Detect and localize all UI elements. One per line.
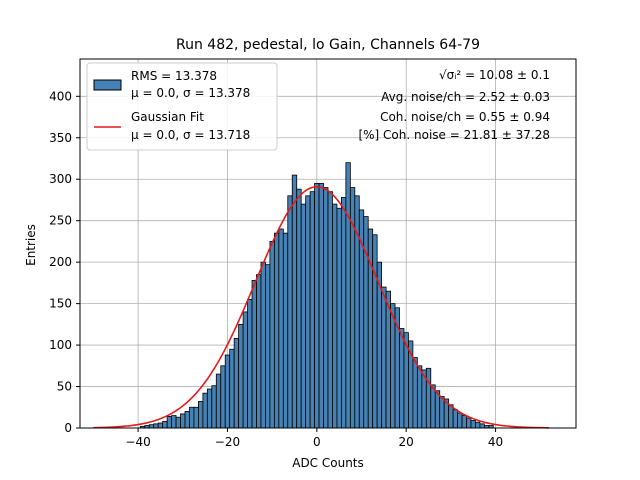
y-tick-label: 300 <box>49 172 72 186</box>
histogram-bar <box>439 396 445 429</box>
histogram-bar <box>372 234 378 429</box>
legend-fit-label: Gaussian Fit <box>131 110 204 124</box>
histogram-bar <box>282 232 289 429</box>
histogram-bar <box>475 421 481 429</box>
plot-frame <box>79 58 577 429</box>
histogram-bar <box>430 384 436 429</box>
x-tick-label: 20 <box>399 435 414 449</box>
histogram-bar <box>309 191 315 429</box>
histogram-bar <box>193 406 199 429</box>
x-tick-label: 40 <box>488 435 503 449</box>
legend-fit-stats: μ = 0.0, σ = 13.718 <box>131 128 250 142</box>
y-tick-label: 400 <box>49 89 72 103</box>
histogram-bar <box>416 365 423 429</box>
histogram-bar <box>171 415 177 429</box>
histogram-bar <box>247 299 253 429</box>
histogram-bar <box>162 420 168 429</box>
histogram-bar <box>385 290 391 429</box>
histogram-bar <box>457 412 463 429</box>
y-tick-label: 50 <box>57 380 72 394</box>
x-axis-ticks: −40 −20 0 20 40 <box>125 428 503 449</box>
histogram-bar <box>412 357 418 429</box>
histogram-bar <box>220 365 226 429</box>
y-tick-label: 150 <box>49 297 72 311</box>
histogram-bar <box>251 279 257 429</box>
noise-annotations: √σᵢ² = 10.08 ± 0.1 Avg. noise/ch = 2.52 … <box>358 68 550 142</box>
histogram-bar <box>345 162 351 429</box>
histogram-bar <box>189 406 195 429</box>
histogram-bar <box>318 182 324 429</box>
histogram-bar <box>273 232 280 429</box>
histogram-bar <box>211 385 217 429</box>
x-tick-label: −20 <box>215 435 240 449</box>
histogram-bar <box>256 274 262 429</box>
x-tick-label: −40 <box>125 435 150 449</box>
histogram-bar <box>296 188 302 429</box>
histogram-bar <box>300 203 307 429</box>
histogram-bar <box>434 390 441 429</box>
histogram-bar <box>184 411 190 429</box>
histogram-bar <box>157 422 164 429</box>
y-axis-label: Entries <box>24 224 38 266</box>
histogram-bar <box>265 264 271 429</box>
histogram-bar <box>269 241 275 429</box>
histogram-bar <box>336 207 342 429</box>
histogram-bar <box>479 423 485 429</box>
histogram-bar <box>399 328 405 429</box>
y-axis-ticks: 0 50 100 150 200 250 300 350 400 <box>49 89 80 435</box>
histogram-bar <box>175 416 181 429</box>
histogram-bars <box>139 162 494 429</box>
annotation-sqrt-sigma: √σᵢ² = 10.08 ± 0.1 <box>439 68 550 82</box>
histogram-bar <box>166 415 173 429</box>
legend-box <box>86 62 278 151</box>
histogram-bar <box>202 392 208 429</box>
histogram-bar <box>390 303 396 429</box>
histogram-bar <box>287 195 293 429</box>
histogram-bar <box>229 348 235 429</box>
histogram-bar <box>291 174 298 429</box>
x-axis-label: ADC Counts <box>292 456 364 470</box>
histogram-bar <box>206 388 213 429</box>
legend-histogram-swatch <box>93 79 122 91</box>
histogram-bar <box>452 409 458 429</box>
histogram-bar <box>233 338 240 429</box>
x-tick-label: 0 <box>313 435 321 449</box>
y-tick-label: 100 <box>49 338 72 352</box>
fit-line <box>93 185 550 429</box>
histogram-bar <box>425 367 432 429</box>
histogram-bar <box>327 191 333 429</box>
histogram-bar <box>448 404 454 429</box>
y-tick-label: 0 <box>64 421 72 435</box>
annotation-coh-noise: Coh. noise/ch = 0.55 ± 0.94 <box>380 110 550 124</box>
chart-title: Run 482, pedestal, lo Gain, Channels 64-… <box>176 37 480 53</box>
histogram-bar <box>180 413 186 429</box>
histogram-bar <box>260 261 266 429</box>
histogram-bar <box>215 373 222 429</box>
histogram-bar <box>224 354 231 429</box>
histogram-bar <box>323 187 329 429</box>
y-tick-label: 200 <box>49 255 72 269</box>
histogram-bar <box>470 420 476 429</box>
histogram-bar <box>305 195 311 429</box>
histogram-bar <box>341 197 347 429</box>
legend-histogram-label: RMS = 13.378 <box>131 69 217 83</box>
histogram-bar <box>466 417 472 429</box>
histogram-bar <box>153 423 159 429</box>
annotation-pct-coh-noise: [%] Coh. noise = 21.81 ± 37.28 <box>358 128 550 142</box>
histogram-bar <box>278 228 284 429</box>
y-tick-label: 350 <box>49 131 72 145</box>
annotation-avg-noise: Avg. noise/ch = 2.52 ± 0.03 <box>381 90 550 104</box>
y-tick-label: 250 <box>49 214 72 228</box>
histogram-bar <box>198 401 204 429</box>
legend: RMS = 13.378 μ = 0.0, σ = 13.378 Gaussia… <box>86 62 278 151</box>
histogram-bar <box>314 182 320 429</box>
histogram-bar <box>242 311 248 429</box>
histogram-bar <box>381 286 387 429</box>
gaussian-fit-curve <box>93 185 550 429</box>
histogram-bar <box>332 203 338 429</box>
histogram-bar <box>238 323 244 429</box>
legend-histogram-stats: μ = 0.0, σ = 13.378 <box>131 86 250 100</box>
histogram-bar <box>461 415 467 429</box>
